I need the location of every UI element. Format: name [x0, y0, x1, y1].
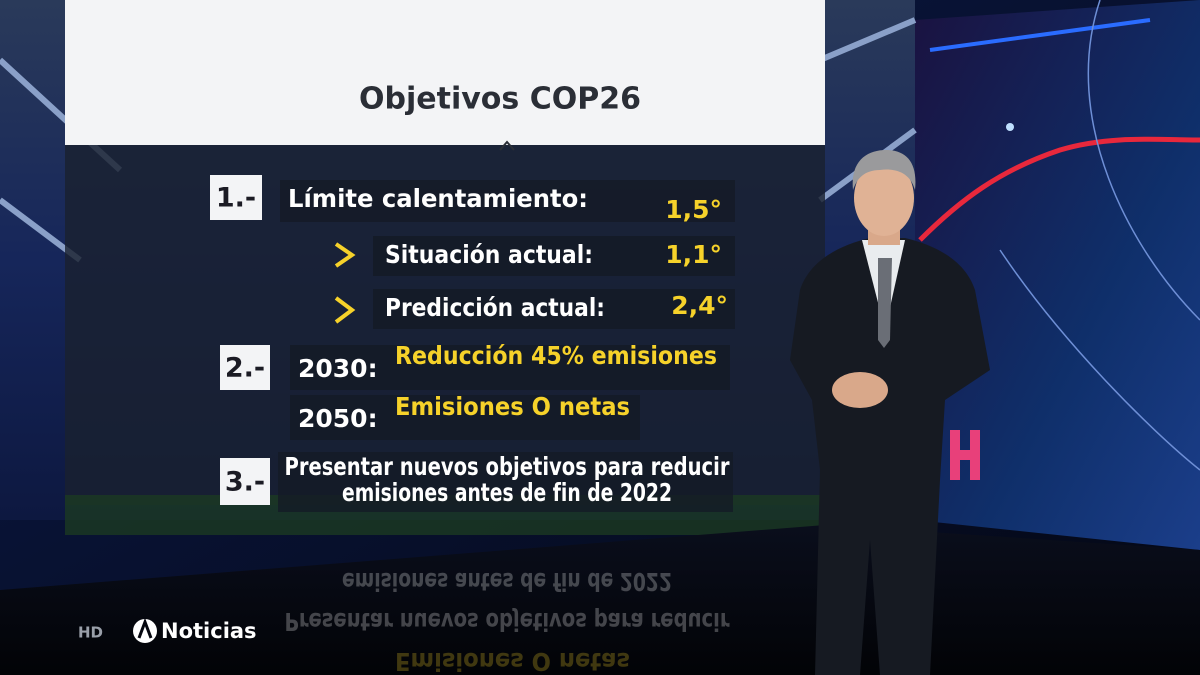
goal: Emisiones O netas	[395, 392, 630, 421]
goal: Reducción 45% emisiones	[395, 341, 717, 370]
reflected-text: emisiones antes de fin de 2022	[342, 567, 672, 596]
front-line	[929, 18, 1151, 52]
sub-value: 2,4°	[671, 291, 728, 320]
number-box	[210, 175, 262, 220]
sub-label: Situación actual:	[385, 240, 593, 269]
sub-label: Predicción actual:	[385, 293, 605, 322]
text-strip	[290, 345, 730, 390]
presenter	[790, 150, 990, 675]
chevron	[334, 242, 356, 268]
isobar	[1087, 0, 1200, 321]
brand-name: Noticias	[161, 619, 257, 643]
suit	[790, 238, 990, 675]
brand-icon-mark	[137, 617, 153, 639]
caret	[499, 140, 515, 151]
reflection: emisiones antes de fin de 2022 Presentar…	[285, 567, 731, 675]
text-strip	[373, 236, 735, 276]
item-number: 1.-	[216, 183, 256, 214]
tie	[878, 258, 892, 348]
reflected-text: Emisiones O netas	[395, 647, 630, 675]
item-value: 1,5°	[665, 195, 722, 224]
text-strip	[280, 180, 735, 222]
goal-line: emisiones antes de fin de 2022	[342, 478, 672, 507]
hands	[832, 372, 888, 408]
title: Objetivos COP26	[359, 82, 641, 117]
goal-line: Presentar nuevos objetivos para reducir	[285, 452, 731, 481]
year: 2030:	[298, 354, 378, 383]
reflected-text: Presentar nuevos objetivos para reducir	[285, 607, 731, 636]
item-label: Límite calentamiento:	[288, 184, 588, 213]
text-strip	[290, 395, 640, 440]
star-light	[1006, 123, 1014, 131]
item-number: 2.-	[225, 353, 265, 384]
front-line	[918, 136, 1200, 242]
number-box	[220, 345, 270, 390]
text-strip	[278, 452, 733, 512]
item-number: 3.-	[225, 467, 265, 498]
truss	[0, 17, 917, 263]
face	[854, 160, 914, 236]
pressure-symbol	[950, 430, 980, 480]
header-panel	[65, 0, 825, 145]
hd-badge: HD	[78, 624, 103, 642]
sub-value: 1,1°	[665, 240, 722, 269]
number-box	[220, 458, 270, 505]
year: 2050:	[298, 404, 378, 433]
chevron	[334, 296, 356, 324]
text-strip	[373, 289, 735, 329]
hair	[852, 150, 916, 190]
isobar	[999, 249, 1200, 471]
